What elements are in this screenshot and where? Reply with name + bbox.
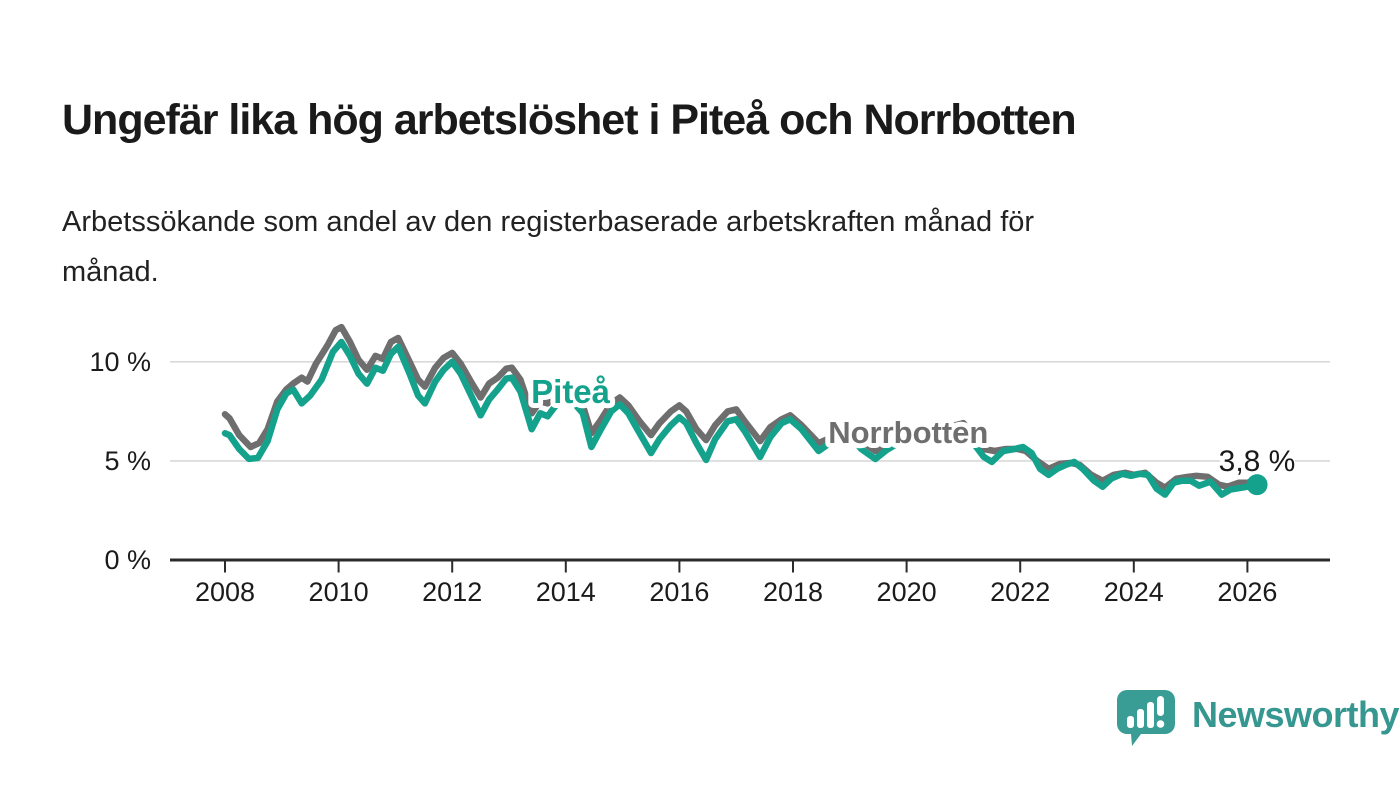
x-axis-label: 2012: [422, 577, 482, 607]
x-axis-label: 2008: [195, 577, 255, 607]
series-label-norrbotten: Norrbotten: [828, 415, 988, 450]
latest-value-label: 3,8 %: [1219, 445, 1296, 478]
y-axis-label: 5 %: [104, 446, 151, 476]
x-axis-label: 2014: [536, 577, 596, 607]
newsworthy-logo-text: Newsworthy: [1192, 694, 1400, 735]
chart-title: Ungefär lika hög arbetslöshet i Piteå oc…: [62, 95, 1077, 144]
series-line-norrbotten: [221, 323, 1257, 491]
y-axis-label: 10 %: [89, 347, 151, 377]
series-label-pite: Piteå: [531, 373, 611, 410]
bar-chart-speech-bubble-icon: [1117, 690, 1175, 746]
y-axis-label: 0 %: [104, 545, 151, 575]
chart-subtitle: Arbetssökande som andel av den registerb…: [62, 197, 1034, 297]
x-axis-label: 2016: [649, 577, 709, 607]
latest-value-halo: [1220, 446, 1295, 476]
x-axis-label: 2010: [309, 577, 369, 607]
x-axis-label: 2022: [990, 577, 1050, 607]
latest-value-dot: [1246, 474, 1268, 496]
newsworthy-logo: Newsworthy: [1114, 682, 1400, 748]
x-axis-label: 2026: [1217, 577, 1277, 607]
x-axis-label: 2024: [1104, 577, 1164, 607]
chart-subtitle-line-2: månad.: [62, 256, 159, 288]
chart-subtitle-line-1: Arbetssökande som andel av den registerb…: [62, 206, 1035, 238]
x-axis-label: 2020: [877, 577, 937, 607]
series-line-pite: [221, 338, 1261, 498]
x-axis-label: 2018: [763, 577, 823, 607]
